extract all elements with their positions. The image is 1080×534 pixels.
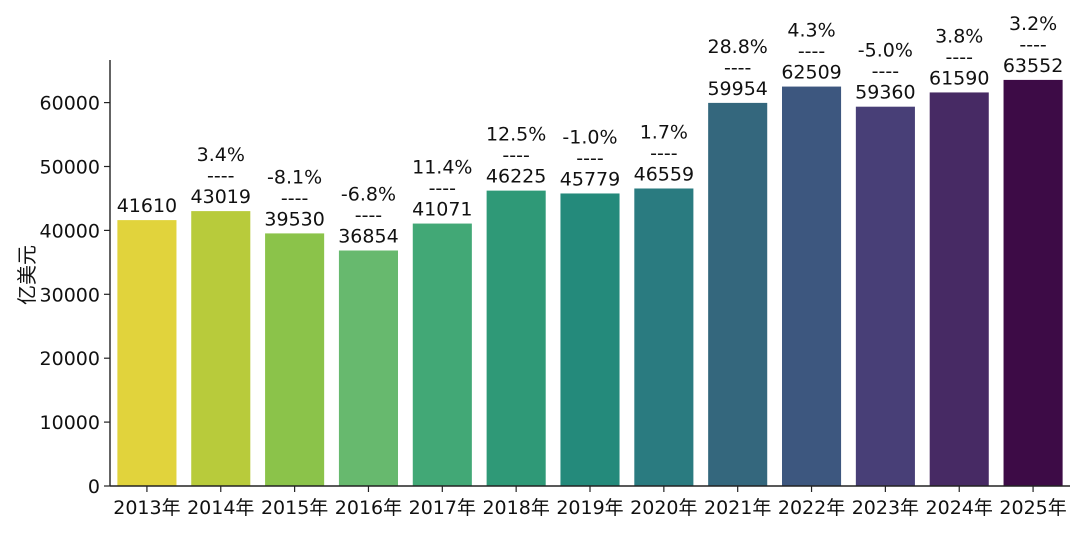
bar-labels-layer: 41610 43019----3.4%39530-----8.1%36854---… bbox=[117, 13, 1064, 248]
bar-value-label: 45779 bbox=[560, 168, 620, 190]
y-tick-label: 0 bbox=[88, 476, 100, 498]
x-axis: 2013年 2014年 2015年 2016年 2017年 2018年 2019年 2020年… bbox=[110, 485, 1070, 519]
bar-separator: ---- bbox=[724, 57, 751, 79]
y-tick-label: 60000 bbox=[40, 93, 100, 115]
x-tick-label: 2022年 bbox=[778, 497, 845, 519]
x-tick-label: 2021年 bbox=[704, 497, 771, 519]
bar-2015年 bbox=[265, 233, 325, 486]
x-tick-label: 2023年 bbox=[852, 497, 919, 519]
bar-value-label: 63552 bbox=[1003, 55, 1063, 77]
x-tick-label: 2024年 bbox=[926, 497, 993, 519]
bar-value-label: 46225 bbox=[486, 166, 546, 188]
bar-separator: ---- bbox=[281, 187, 308, 209]
bar-2019年 bbox=[560, 193, 620, 486]
bar-value-label: 62509 bbox=[781, 62, 841, 84]
bar-2017年 bbox=[412, 223, 472, 486]
x-tick-label: 2019年 bbox=[556, 497, 623, 519]
x-tick-label: 2015年 bbox=[261, 497, 328, 519]
bar-growth-label: 1.7% bbox=[640, 121, 688, 143]
y-axis-label: 亿美元 bbox=[15, 245, 39, 305]
bar-2016年 bbox=[338, 250, 398, 486]
bar-separator: ---- bbox=[502, 145, 529, 167]
y-tick-label: 10000 bbox=[40, 412, 100, 434]
bar-2013年 bbox=[117, 220, 177, 487]
bar-separator: ---- bbox=[650, 142, 677, 164]
bar-separator: ---- bbox=[946, 46, 973, 68]
bar-growth-label: 28.8% bbox=[708, 36, 768, 58]
bar-2018年 bbox=[486, 190, 546, 486]
bar-value-label: 39530 bbox=[264, 208, 324, 230]
x-tick-label: 2016年 bbox=[335, 497, 402, 519]
bar-2022年 bbox=[782, 86, 842, 486]
bar-growth-label: -6.8% bbox=[341, 184, 396, 206]
bar-growth-label: 3.4% bbox=[197, 144, 245, 166]
y-tick-label: 50000 bbox=[40, 157, 100, 179]
bar-separator: ---- bbox=[355, 205, 382, 227]
bar-2021年 bbox=[708, 102, 768, 486]
bar-separator: ---- bbox=[576, 147, 603, 169]
bar-value-label: 59360 bbox=[855, 82, 915, 104]
bar-value-label: 46559 bbox=[634, 163, 694, 185]
x-tick-label: 2020年 bbox=[630, 497, 697, 519]
bar-growth-label: 3.8% bbox=[935, 25, 983, 47]
bar-2025年 bbox=[1003, 79, 1063, 487]
x-tick-label: 2018年 bbox=[482, 497, 549, 519]
bar-separator: ---- bbox=[207, 165, 234, 187]
bar-value-label: 41071 bbox=[412, 199, 472, 221]
bar-2014年 bbox=[191, 211, 251, 487]
bar-2024年 bbox=[929, 92, 989, 486]
bar-value-label: 36854 bbox=[338, 226, 398, 248]
bar-growth-label: -5.0% bbox=[858, 40, 913, 62]
bar-growth-label: 3.2% bbox=[1009, 13, 1057, 35]
bar-separator: ---- bbox=[872, 61, 899, 83]
bar-separator: ---- bbox=[1019, 34, 1046, 56]
bar-growth-label: -8.1% bbox=[267, 166, 322, 188]
bar-growth-label: -1.0% bbox=[562, 126, 617, 148]
bar-separator: ---- bbox=[429, 178, 456, 200]
bar-growth-label: 4.3% bbox=[787, 20, 835, 42]
bar-separator: ---- bbox=[798, 41, 825, 63]
x-tick-label: 2013年 bbox=[113, 497, 180, 519]
x-tick-label: 2025年 bbox=[999, 497, 1066, 519]
bar-2023年 bbox=[855, 106, 915, 486]
x-tick-label: 2017年 bbox=[409, 497, 476, 519]
bars-layer bbox=[117, 79, 1063, 487]
y-tick-label: 20000 bbox=[40, 348, 100, 370]
y-axis: 0 10000 20000 30000 40000 50000 60000 bbox=[40, 60, 111, 498]
bar-2020年 bbox=[634, 188, 694, 487]
bar-value-label: 43019 bbox=[191, 186, 251, 208]
bar-growth-label: 11.4% bbox=[412, 157, 472, 179]
y-tick-label: 40000 bbox=[40, 220, 100, 242]
x-tick-label: 2014年 bbox=[187, 497, 254, 519]
bar-growth-label: 12.5% bbox=[486, 124, 546, 146]
bar-value-label: 59954 bbox=[707, 78, 767, 100]
bar-value-label: 61590 bbox=[929, 67, 989, 89]
y-tick-label: 30000 bbox=[40, 284, 100, 306]
bar-value-label: 41610 bbox=[117, 195, 177, 217]
